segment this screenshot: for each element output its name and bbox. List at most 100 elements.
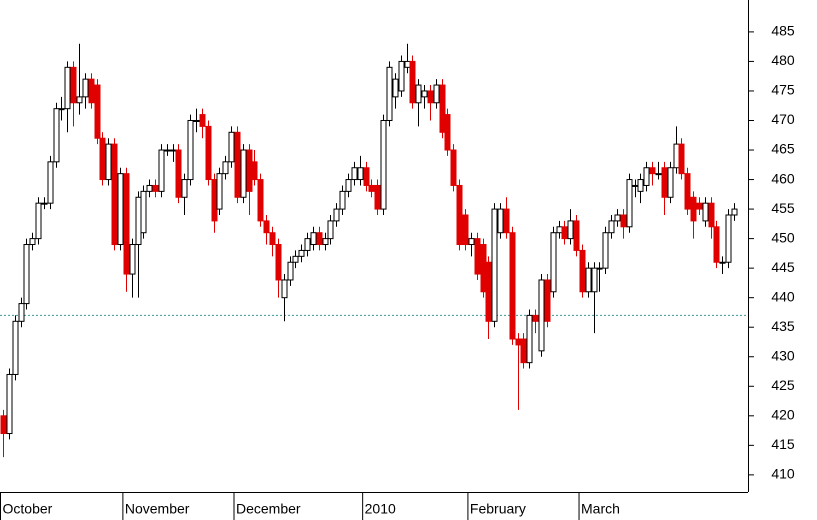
candle-body: [392, 78, 399, 98]
candle-body: [310, 232, 317, 246]
x-tick-label: November: [125, 501, 190, 517]
candle-body: [608, 220, 615, 234]
candle-body: [123, 173, 130, 275]
candle-body: [550, 232, 557, 293]
candle-body: [205, 125, 212, 181]
candle-body: [591, 267, 598, 293]
candle-body: [556, 226, 563, 234]
candle-body: [234, 131, 241, 198]
candle-body: [678, 143, 685, 175]
y-tick-label: 485: [771, 23, 795, 39]
candle-body: [35, 202, 42, 240]
candle-body: [111, 143, 118, 246]
y-tick-label: 425: [771, 377, 795, 393]
candle-body: [12, 320, 19, 375]
y-tick-label: 450: [771, 229, 795, 245]
candle-body: [444, 114, 451, 151]
candle-body: [327, 220, 334, 240]
candle-body: [427, 90, 434, 104]
candle-body: [509, 232, 516, 340]
candle-body: [368, 184, 375, 192]
candle-body: [158, 149, 165, 192]
candle-body: [637, 179, 644, 192]
candle-body: [47, 161, 54, 204]
y-tick-label: 420: [771, 407, 795, 423]
candle-body: [70, 66, 77, 104]
candle-body: [696, 202, 703, 210]
x-tick-label: 2010: [365, 501, 396, 517]
y-tick-label: 410: [771, 466, 795, 482]
candle-body: [409, 60, 416, 104]
candle-body: [374, 184, 381, 210]
candle-body: [363, 167, 370, 186]
candle-body: [532, 314, 539, 322]
y-tick-label: 430: [771, 347, 795, 363]
candle-body: [620, 214, 627, 228]
y-tick-label: 445: [771, 259, 795, 275]
y-tick-label: 455: [771, 200, 795, 216]
candle-body: [480, 244, 487, 293]
candle-body: [146, 184, 153, 192]
candle-body: [626, 179, 633, 228]
candle-body: [269, 232, 276, 246]
candle-body: [88, 78, 95, 104]
candle-body: [82, 78, 89, 98]
y-tick-label: 475: [771, 82, 795, 98]
candle-body: [474, 238, 481, 275]
candle-body: [439, 84, 446, 133]
candle-body: [526, 314, 533, 364]
candle-body: [602, 232, 609, 269]
candle-body: [246, 149, 253, 192]
candle-body: [298, 249, 305, 257]
candle-body: [433, 84, 440, 104]
candle-body: [152, 184, 159, 192]
candle-body: [41, 202, 48, 205]
candle-body: [398, 60, 405, 92]
candle-body: [333, 208, 340, 222]
candle-body: [520, 338, 527, 364]
y-tick-label: 415: [771, 436, 795, 452]
candle-body: [251, 161, 258, 181]
candle-body: [76, 96, 83, 104]
candle-body: [105, 143, 112, 181]
candle-body: [713, 226, 720, 263]
x-tick-label: December: [236, 501, 301, 517]
candle-body: [708, 202, 715, 228]
candle-body: [64, 66, 71, 110]
y-tick-label: 435: [771, 318, 795, 334]
candle-body: [316, 232, 323, 246]
x-tick-label: February: [470, 501, 526, 517]
candle-body: [485, 261, 492, 322]
candle-body: [491, 208, 498, 322]
candle-body: [357, 167, 364, 181]
candle-body: [58, 108, 65, 111]
candle-body: [690, 196, 697, 222]
candle-body: [456, 184, 463, 246]
candle-body: [94, 84, 101, 139]
y-tick-label: 465: [771, 141, 795, 157]
candle-body: [725, 214, 732, 263]
candle-body: [140, 190, 147, 234]
candle-body: [561, 226, 568, 240]
candle-body: [345, 179, 352, 192]
candle-body: [450, 149, 457, 186]
candle-body: [53, 108, 60, 163]
candle-body: [421, 90, 428, 98]
candle-body: [339, 190, 346, 210]
candle-body: [257, 179, 264, 222]
candle-body: [632, 184, 639, 187]
candle-body: [18, 303, 25, 322]
candle-body: [6, 373, 13, 435]
candle-body: [404, 60, 411, 68]
candle-body: [702, 202, 709, 222]
candle-body: [0, 415, 7, 435]
candle-body: [29, 238, 36, 246]
candle-body: [667, 167, 674, 198]
candle-body: [292, 255, 299, 263]
candle-body: [164, 149, 171, 152]
candle-body: [468, 238, 475, 246]
y-tick-label: 470: [771, 111, 795, 127]
candle-body: [193, 119, 200, 122]
candle-body: [216, 173, 223, 210]
